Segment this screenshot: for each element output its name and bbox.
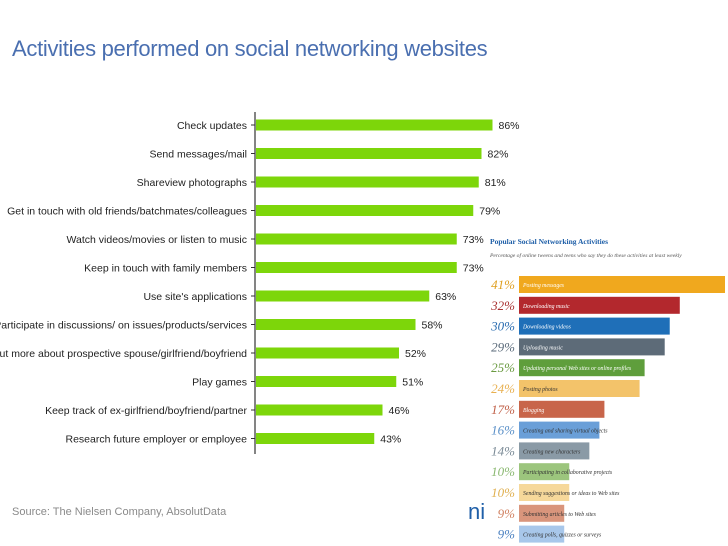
inset-subtitle: Percentage of online tweens and teens wh… [489,252,682,259]
inset-category-label: Posting messages [522,283,565,289]
bar [256,319,416,330]
data-label: 81% [485,177,506,189]
inset-value-label: 17% [491,402,515,417]
data-label: 43% [380,434,401,446]
inset-value-label: 25% [491,360,515,375]
inset-bar [519,338,665,356]
inset-category-label: Creating new characters [523,449,581,455]
inset-bar [519,317,670,335]
data-label: 63% [435,291,456,303]
inset-value-label: 24% [491,381,515,396]
bar [256,176,479,188]
inset-value-label: 32% [490,298,515,313]
data-label: 46% [389,405,410,417]
category-label: Get in touch with old friends/batchmates… [7,206,247,218]
category-label: Find out more about prospective spouse/g… [0,348,247,360]
inset-value-label: 9% [498,506,516,521]
inset-category-label: Creating and sharing virtual objects [523,429,608,435]
bar [256,433,375,444]
inset-category-label: Creating polls, quizzes or surveys [523,533,602,539]
inset-value-label: 14% [491,443,515,458]
inset-category-label: Blogging [523,408,544,414]
inset-bar [519,276,725,293]
bar [256,233,457,245]
bar [256,119,493,131]
bar [256,148,482,159]
bar [256,404,383,416]
category-label: Keep in touch with family members [84,263,247,275]
bar [256,205,474,216]
inset-bar [519,525,565,543]
inset-bar [519,380,640,397]
category-label: Research future employer or employee [65,434,247,446]
inset-category-label: Posting photos [522,387,558,393]
inset-category-label: Submitting articles to Web sites [523,512,597,518]
inset-category-label: Sending suggestions or ideas to Web site… [523,491,620,497]
inset-value-label: 10% [491,464,515,479]
inset-value-label: 16% [491,423,515,438]
inset-bar [519,359,645,377]
inset-bar [519,442,590,460]
inset-bar [519,504,565,522]
inset-category-label: Updating personal Web sites or online pr… [523,365,632,372]
data-label: 73% [463,263,484,275]
category-label: Check updates [177,120,247,132]
logo-fragment: ni [468,499,485,524]
bar [256,376,397,387]
category-label: Keep track of ex-girlfriend/boyfriend/pa… [45,405,247,417]
data-label: 51% [402,377,423,389]
inset-bar [519,484,570,501]
inset-category-label: Uploading music [523,345,563,351]
data-label: 82% [488,149,509,161]
inset-bar [519,421,600,439]
bar [256,290,430,302]
inset-value-label: 41% [491,277,515,292]
bar [256,347,399,359]
source-note: Source: The Nielsen Company, AbsolutData [12,506,227,518]
data-label: 79% [479,206,500,218]
category-label: Send messages/mail [150,149,247,161]
inset-bar [519,400,605,418]
inset-bar [519,463,570,481]
inset-category-label: Downloading music [522,304,570,310]
data-label: 52% [405,348,426,360]
category-label: Participate in discussions/ on issues/pr… [0,320,247,332]
category-label: Watch videos/movies or listen to music [66,234,247,246]
inset-title: Popular Social Networking Activities [490,237,608,246]
data-label: 86% [499,120,520,132]
inset-category-label: Downloading videos [522,325,572,331]
data-label: 73% [463,234,484,246]
inset-value-label: 30% [490,319,515,334]
inset-bar [519,296,680,314]
inset-value-label: 10% [491,485,515,500]
page-title: Activities performed on social networkin… [12,36,488,61]
category-label: Use site's applications [143,291,247,303]
inset-category-label: Participating in collaborative projects [522,470,613,476]
inset-value-label: 29% [491,339,515,354]
inset-value-label: 9% [498,527,516,542]
bar [256,262,457,273]
category-label: Shareview photographs [137,177,247,189]
category-label: Play games [192,377,247,389]
data-label: 58% [422,320,443,332]
